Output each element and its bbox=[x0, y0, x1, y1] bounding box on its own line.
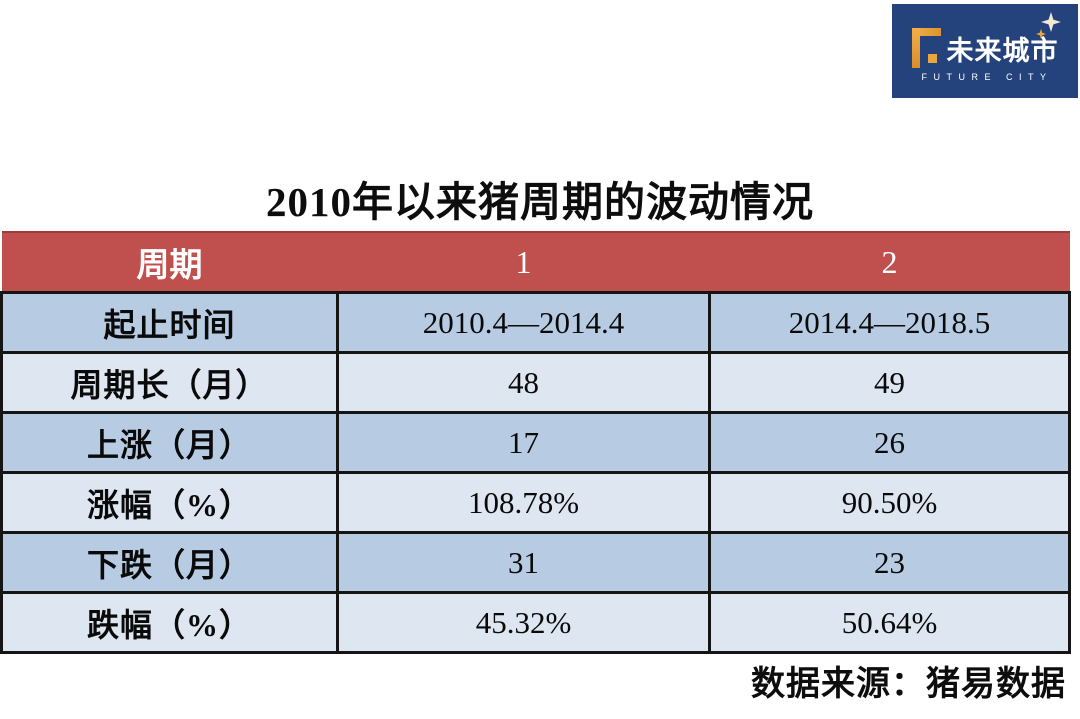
cell-value: 49 bbox=[708, 351, 1071, 414]
cell-value: 50.64% bbox=[708, 591, 1071, 654]
cell-value: 45.32% bbox=[336, 591, 711, 654]
table-row: 涨幅（%） 108.78% 90.50% bbox=[0, 471, 1071, 534]
table-row: 周期长（月） 48 49 bbox=[0, 351, 1071, 414]
row-label: 跌幅（%） bbox=[0, 591, 339, 654]
logo-brand-en: FUTURE CITY bbox=[921, 72, 1053, 82]
logo-brand-cn: 未来城市 bbox=[946, 35, 1059, 66]
row-label: 起止时间 bbox=[0, 291, 339, 354]
cell-value: 31 bbox=[336, 531, 711, 594]
table-title: 2010年以来猪周期的波动情况 bbox=[266, 179, 814, 225]
table-row: 起止时间 2010.4—2014.4 2014.4—2018.5 bbox=[0, 291, 1071, 354]
future-city-logo: 未来城市 FUTURE CITY bbox=[892, 4, 1078, 98]
row-label: 涨幅（%） bbox=[0, 471, 339, 534]
future-city-bracket-icon bbox=[911, 28, 941, 68]
header-cell-1: 1 bbox=[337, 231, 710, 294]
cell-value: 90.50% bbox=[708, 471, 1071, 534]
table-row: 跌幅（%） 45.32% 50.64% bbox=[0, 591, 1071, 654]
cell-value: 48 bbox=[336, 351, 711, 414]
table-header-row: 周期 1 2 bbox=[1, 231, 1070, 294]
header-cell-2: 2 bbox=[709, 231, 1070, 294]
logo-lockup: 未来城市 bbox=[911, 28, 1059, 68]
data-source-note: 数据来源：猪易数据 bbox=[751, 666, 1066, 703]
row-label: 周期长（月） bbox=[0, 351, 339, 414]
cell-value: 23 bbox=[708, 531, 1071, 594]
sparkle-star-icon bbox=[1036, 12, 1061, 39]
cell-value: 26 bbox=[708, 411, 1071, 474]
table-row: 上涨（月） 17 26 bbox=[0, 411, 1071, 474]
table-row: 下跌（月） 31 23 bbox=[0, 531, 1071, 594]
row-label: 上涨（月） bbox=[0, 411, 339, 474]
header-cell-cycle: 周期 bbox=[1, 231, 338, 294]
row-label: 下跌（月） bbox=[0, 531, 339, 594]
cell-value: 17 bbox=[336, 411, 711, 474]
cell-value: 2014.4—2018.5 bbox=[708, 291, 1071, 354]
cell-value: 108.78% bbox=[336, 471, 711, 534]
pig-cycle-table: 周期 1 2 起止时间 2010.4—2014.4 2014.4—2018.5 周期长… bbox=[0, 231, 1071, 654]
cell-value: 2010.4—2014.4 bbox=[336, 291, 711, 354]
